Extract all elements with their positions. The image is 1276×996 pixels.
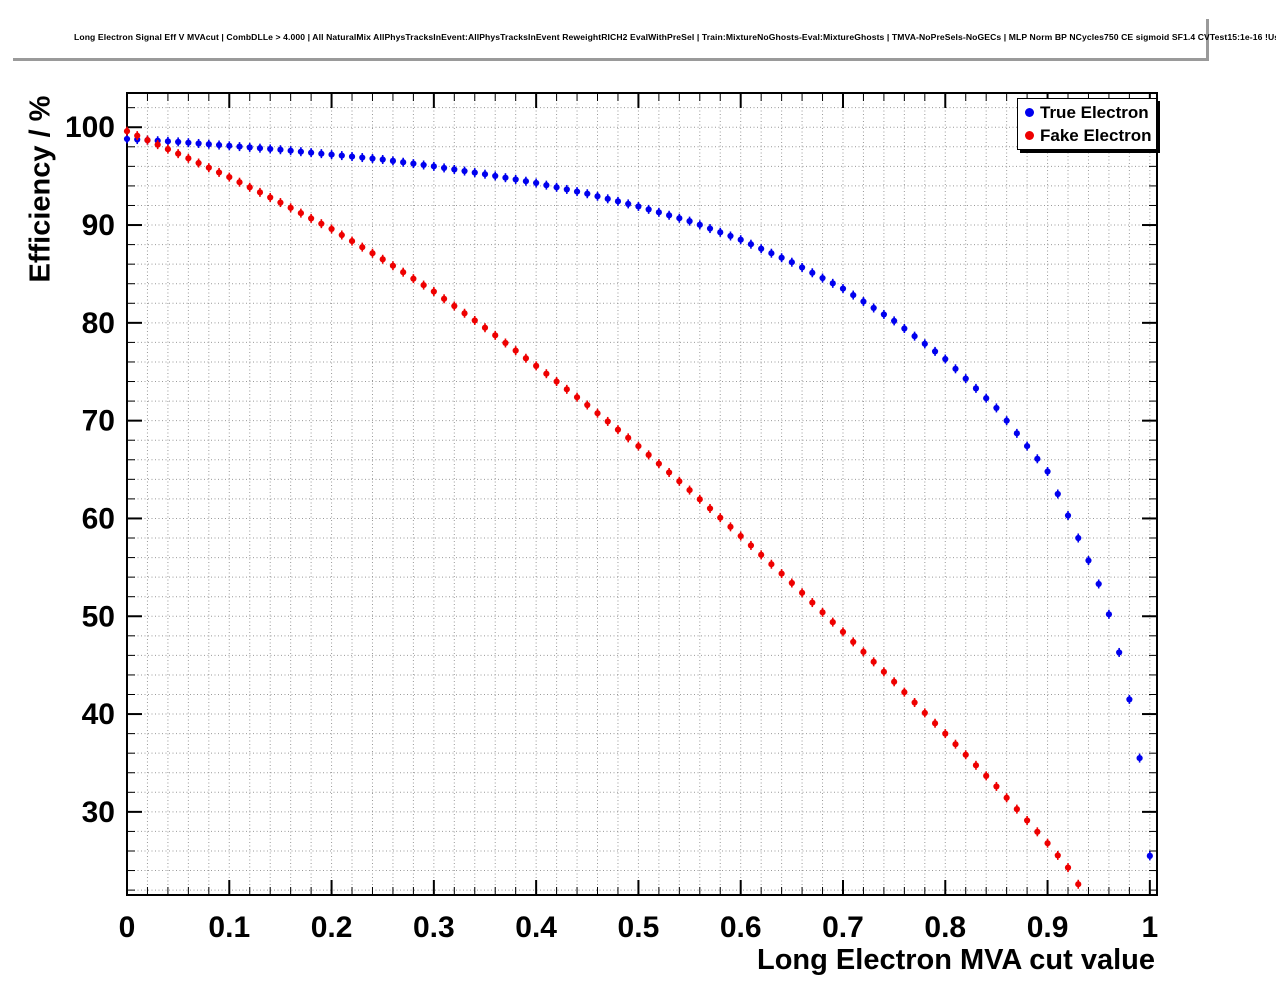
svg-text:1: 1 (1141, 911, 1158, 944)
svg-text:50: 50 (82, 600, 115, 633)
svg-text:0.5: 0.5 (618, 911, 660, 944)
y-axis-title: Efficiency / % (24, 95, 57, 283)
svg-text:0.7: 0.7 (822, 911, 864, 944)
svg-text:100: 100 (65, 111, 115, 144)
legend: True Electron Fake Electron (1017, 98, 1157, 150)
svg-text:40: 40 (82, 698, 115, 731)
legend-entry: Fake Electron (1018, 127, 1156, 144)
legend-entry-label: Fake Electron (1040, 126, 1152, 145)
svg-text:0.2: 0.2 (311, 911, 353, 944)
svg-text:0.9: 0.9 (1027, 911, 1069, 944)
svg-text:60: 60 (82, 502, 115, 535)
svg-text:70: 70 (82, 405, 115, 438)
legend-entry-label: True Electron (1040, 103, 1149, 122)
svg-text:0.1: 0.1 (208, 911, 250, 944)
legend-marker-icon (1025, 131, 1034, 140)
svg-text:0.3: 0.3 (413, 911, 455, 944)
legend-entry: True Electron (1018, 104, 1156, 121)
svg-text:30: 30 (82, 796, 115, 829)
title-pave: Long Electron Signal Eff V MVAcut | Comb… (10, 16, 1276, 58)
x-axis-title: Long Electron MVA cut value (757, 944, 1155, 976)
plot-title: Long Electron Signal Eff V MVAcut | Comb… (74, 32, 1276, 42)
legend-marker-icon (1025, 108, 1034, 117)
svg-text:0.6: 0.6 (720, 911, 762, 944)
svg-text:0: 0 (119, 911, 136, 944)
svg-text:0.4: 0.4 (515, 911, 557, 944)
svg-text:90: 90 (82, 209, 115, 242)
svg-text:80: 80 (82, 307, 115, 340)
svg-text:0.8: 0.8 (924, 911, 966, 944)
